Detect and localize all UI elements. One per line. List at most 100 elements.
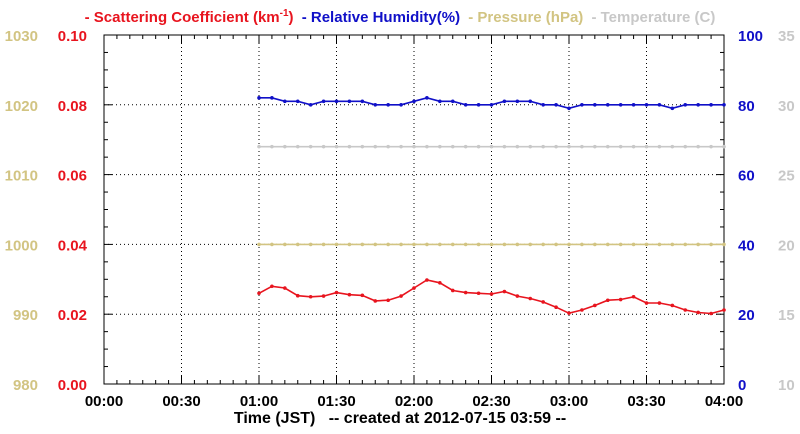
data-point-pressure [347,242,352,247]
pressure-tick-label: 1010 [5,168,38,185]
data-point-scattering-coefficient [270,284,274,289]
data-point-temperature [283,144,287,149]
data-point-scattering-coefficient [567,311,571,315]
data-point-relative-humidity [438,99,442,104]
pressure-tick-label: 1000 [5,237,38,254]
data-point-temperature [334,144,339,149]
data-point-scattering-coefficient [283,286,287,290]
data-point-pressure [295,242,300,247]
x-tick-label: 02:00 [395,393,433,410]
x-tick-label: 00:00 [85,393,123,410]
data-point-relative-humidity [489,103,494,107]
x-tick-label: 03:00 [550,393,588,410]
data-point-scattering-coefficient [605,298,610,303]
data-point-pressure [593,242,597,247]
scattering-tick-label: 0.10 [58,28,87,45]
scattering-tick-label: 0.00 [58,377,87,394]
data-point-pressure [283,242,287,247]
data-point-pressure [644,242,649,247]
scattering-tick-label: 0.04 [58,237,88,254]
data-point-temperature [463,144,468,149]
data-point-scattering-coefficient [308,294,313,299]
data-point-relative-humidity [528,99,533,104]
data-point-temperature [295,144,300,149]
data-point-relative-humidity [295,99,300,104]
data-point-relative-humidity [270,96,274,100]
data-point-relative-humidity [347,99,352,104]
data-point-pressure [489,242,494,247]
data-point-relative-humidity [334,99,339,104]
data-point-pressure [683,242,688,247]
data-point-relative-humidity [722,103,726,107]
data-point-scattering-coefficient [696,310,700,315]
data-point-temperature [308,144,313,149]
legend-temperature: - Temperature (C) [591,9,716,26]
x-axis-label: Time (JST) [233,410,316,427]
data-point-temperature [593,144,597,149]
scattering-tick-label: 0.08 [58,98,87,115]
data-point-scattering-coefficient [528,296,533,301]
pressure-tick-label: 1030 [5,28,38,45]
data-point-relative-humidity [373,103,378,107]
legend-pressure: - Pressure (hPa) [468,9,584,26]
data-point-scattering-coefficient [631,294,636,299]
data-point-pressure [502,242,507,247]
data-point-temperature [502,144,507,149]
data-point-temperature [347,144,352,149]
data-point-relative-humidity [670,106,675,111]
data-point-temperature [696,144,700,149]
data-point-pressure [580,242,584,247]
data-point-pressure [618,242,623,247]
data-point-temperature [644,144,649,149]
data-point-pressure [696,242,700,247]
data-point-pressure [657,242,662,247]
data-point-temperature [515,144,520,149]
data-point-temperature [373,144,378,149]
data-point-temperature [450,144,455,149]
data-point-relative-humidity [425,96,429,100]
x-tick-label: 01:00 [240,393,278,410]
series-line-scattering-coefficient [258,279,725,315]
data-point-temperature [386,144,390,149]
data-point-temperature [489,144,494,149]
data-point-scattering-coefficient [295,293,300,298]
data-point-temperature [580,144,584,149]
data-point-scattering-coefficient [489,292,494,296]
data-point-temperature [476,144,481,149]
data-point-scattering-coefficient [425,278,429,282]
data-point-temperature [438,144,442,149]
data-point-temperature [270,144,274,149]
data-point-relative-humidity [580,103,584,107]
data-point-temperature [683,144,688,149]
temperature-tick-label: 35 [778,28,795,45]
data-point-scattering-coefficient [683,308,688,312]
data-point-pressure [412,242,416,247]
data-point-relative-humidity [399,103,403,107]
data-point-pressure [463,242,468,247]
data-point-pressure [476,242,481,247]
data-point-relative-humidity [386,103,390,107]
temperature-tick-label: 25 [778,168,795,185]
data-point-scattering-coefficient [257,291,261,296]
data-point-relative-humidity [593,103,597,107]
data-point-temperature [631,144,636,149]
data-point-relative-humidity [476,103,481,107]
data-point-relative-humidity [502,99,507,104]
data-point-scattering-coefficient [644,301,649,305]
data-point-scattering-coefficient [722,308,726,312]
x-tick-label: 03:30 [627,393,665,410]
data-point-pressure [541,242,545,247]
data-point-pressure [567,242,571,247]
humidity-tick-label: 40 [738,237,755,254]
data-point-temperature [425,144,429,149]
data-point-relative-humidity [554,103,558,107]
data-point-relative-humidity [412,99,416,104]
x-tick-label: 02:30 [472,393,510,410]
pressure-tick-label: 1020 [5,98,38,115]
data-point-scattering-coefficient [541,300,545,304]
data-point-temperature [567,144,571,149]
data-point-scattering-coefficient [334,290,339,295]
data-point-scattering-coefficient [438,280,442,285]
data-point-relative-humidity [450,99,455,104]
